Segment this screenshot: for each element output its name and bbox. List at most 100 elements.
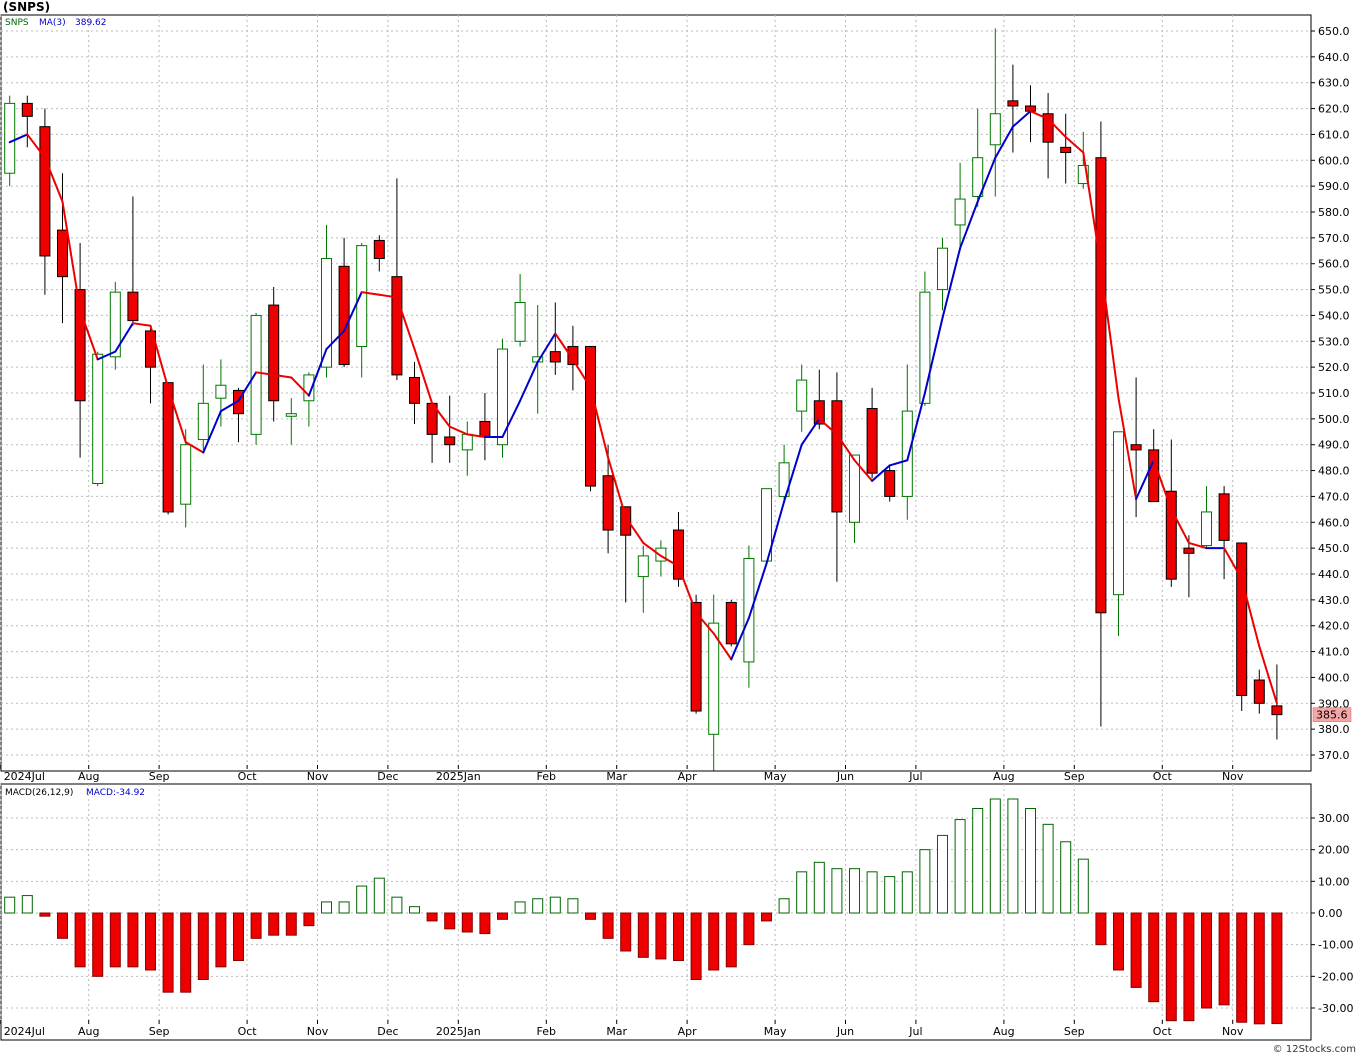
price-tick-label: 520.0 [1318,361,1350,374]
price-tick-label: 540.0 [1318,309,1350,322]
ma-line [8,110,1278,705]
macd-bar-positive [532,898,544,914]
month-label: Nov [307,770,329,783]
candle-body-down [233,389,244,415]
macd-bar-negative [39,912,51,917]
macd-bar-negative [690,912,702,980]
candle [1218,486,1230,580]
candle-body-up [901,410,913,497]
candle-body-down [690,601,702,712]
ma-segment [360,291,381,296]
candle [937,237,948,311]
candle-body-up [919,291,931,404]
ma-segment [783,443,803,503]
macd-bar-positive [831,868,843,914]
candle-body-down [1095,157,1107,614]
macd-bar-negative [145,912,156,971]
candle [373,235,385,272]
candle-body-down [1183,547,1195,554]
macd-bar-negative [461,912,473,933]
macd-bar-positive [391,896,403,914]
macd-x-axis: 2024Jul Aug Sep Oct Nov Dec 2025Jan Feb Mar Apr Ma… [0,1020,1244,1038]
candle [391,178,403,381]
ma-segment [167,386,187,444]
macd-bar-negative [426,912,438,922]
ma-segment [378,293,398,299]
ma-segment [1187,541,1208,550]
macd-bar-positive [514,901,526,914]
candle-body-up [708,622,720,735]
candle [356,243,368,378]
candle [497,338,508,458]
candle [4,95,16,187]
price-tick-label: 510.0 [1318,387,1350,400]
candle [919,271,931,406]
ma-segment [219,399,240,413]
ma-segment [237,371,258,402]
ma-segment [96,350,117,361]
ma-segment [642,541,662,557]
candle [690,594,702,714]
ma-segment [536,332,557,363]
candle-body-down [567,345,579,366]
candle [901,364,913,520]
last-price-label: 385.6 [1316,709,1348,722]
ma-segment [1170,508,1190,544]
macd-bar-positive [849,868,860,914]
ma-segment [695,611,715,635]
price-tick-label: 550.0 [1318,284,1350,297]
candle-body-down [444,436,456,446]
month-label: Aug [993,1025,1014,1038]
macd-bar-negative [1271,912,1283,1025]
macd-bar-positive [972,808,984,914]
macd-histogram [4,798,1283,1025]
price-tick-label: 560.0 [1318,258,1350,271]
candle-body-up [92,353,104,485]
ma-segment [343,291,363,332]
macd-bar-negative [1253,912,1265,1025]
candle [1042,93,1054,179]
macd-bar-positive [1007,798,1019,914]
ma-segment [765,500,786,565]
legend-ma: MA(3) [39,18,66,28]
candle-body-up [637,555,649,578]
ma-segment [519,360,539,402]
candle-body-down [373,239,385,260]
candle-body-down [1271,705,1283,716]
month-label: Oct [238,770,258,783]
ma-segment [1152,459,1173,511]
candle [514,274,526,347]
month-label: 2025Jan [436,1025,481,1038]
candle [197,364,209,450]
macd-bar-positive [866,871,878,914]
candle-body-down [831,400,843,513]
month-label: Oct [1153,770,1173,783]
macd-bar-negative [285,912,297,936]
candle [972,108,984,207]
price-tick-label: 580.0 [1318,206,1350,219]
price-tick-label: 530.0 [1318,335,1350,348]
candle-body-up [109,291,121,358]
ma-segment [8,133,29,144]
price-tick-label: 390.0 [1318,697,1350,710]
ma-segment [818,417,838,436]
macd-bar-positive [1042,823,1054,914]
ma-segment [853,459,874,482]
candle [1007,64,1019,153]
macd-bar-negative [673,912,684,961]
candle-body-up [1113,431,1124,596]
macd-bar-positive [549,896,561,914]
macd-bar-negative [602,912,614,939]
candle [285,398,297,445]
month-label: May [764,1025,787,1038]
candle [1183,535,1195,598]
candle [1201,486,1212,549]
candle-body-down [268,304,280,402]
price-tick-label: 370.0 [1318,749,1350,762]
ma-segment [26,133,46,159]
macd-bar-negative [109,912,121,968]
month-label: May [764,770,787,783]
candle [162,382,174,515]
candle [673,511,684,587]
